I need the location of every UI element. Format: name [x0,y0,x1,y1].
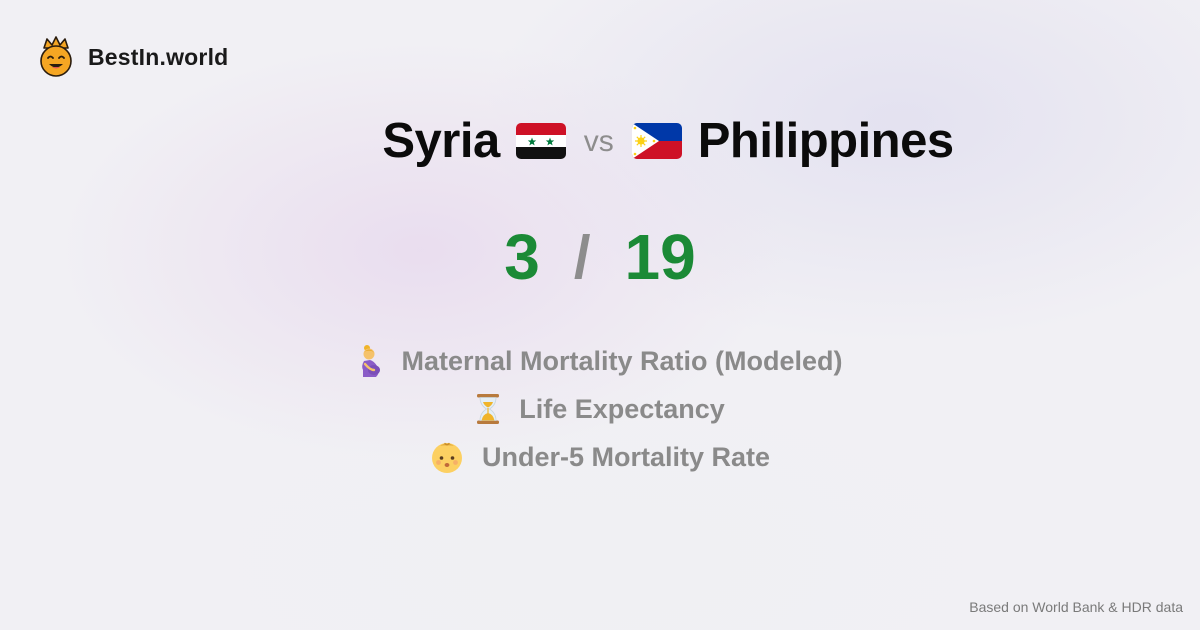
data-source-note: Based on World Bank & HDR data [969,599,1183,615]
score-display: 3 / 19 [0,220,1200,294]
syria-flag-icon [515,123,566,159]
hourglass-icon [477,394,500,424]
country-b-name: Philippines [697,114,954,168]
metrics-list: Maternal Mortality Ratio (Modeled) Life … [0,337,1200,481]
metric-label: Maternal Mortality Ratio (Modeled) [401,345,843,376]
pregnant-woman-icon [362,345,381,377]
score-a: 3 [504,221,540,293]
comparison-title: Syria vs [68,108,1200,174]
score-separator: / [573,223,591,291]
metric-item: Life Expectancy [0,385,1200,433]
metric-label: Life Expectancy [519,393,725,424]
philippines-flag-icon [631,123,682,159]
metric-label: Under-5 Mortality Rate [481,441,771,472]
brand-logo[interactable]: BestIn.world [38,36,228,78]
crowned-smiley-icon [40,36,72,77]
metric-item: Maternal Mortality Ratio (Modeled) [0,337,1200,385]
metric-item: Under-5 Mortality Rate [0,433,1200,481]
vs-label: vs [583,125,614,158]
country-a-name: Syria [382,114,500,168]
baby-icon [431,442,462,473]
score-b: 19 [624,221,696,293]
brand-name: BestIn.world [88,43,229,70]
